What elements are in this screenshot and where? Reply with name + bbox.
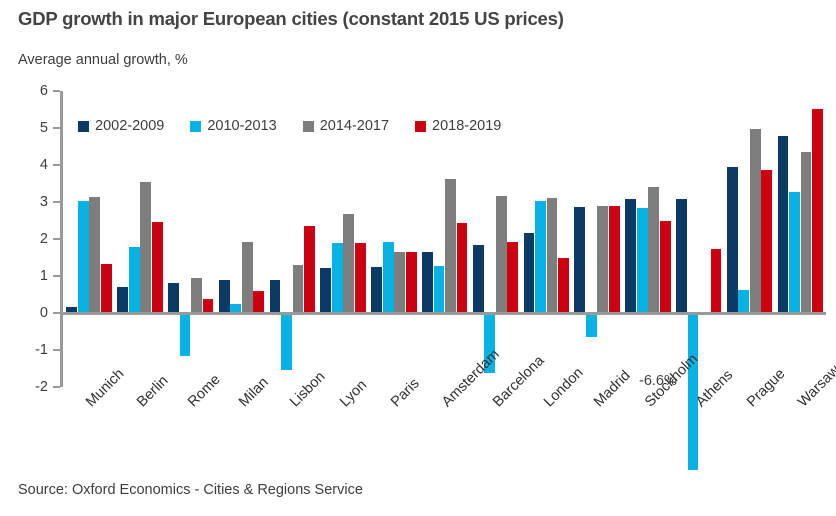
bar-munich-2010-2013: [77, 200, 89, 313]
legend-label: 2018-2019: [432, 118, 502, 134]
y-axis-tick: [53, 164, 60, 166]
bar-athens-2018-2019: [710, 249, 722, 313]
bars-layer: [66, 108, 823, 470]
data-annotation-athens: -6.6%: [639, 373, 677, 390]
bar-barcelona-2014-2017: [495, 196, 507, 313]
legend-swatch-icon: [415, 120, 427, 132]
bar-rome-2010-2013: [179, 313, 191, 357]
bar-barcelona-2018-2019: [507, 241, 519, 313]
bar-prague-2010-2013: [738, 290, 750, 313]
chart-subtitle: Average annual growth, %: [18, 52, 188, 68]
bar-madrid-2014-2017: [597, 206, 609, 313]
bar-amsterdam-2002-2009: [422, 251, 433, 313]
bar-rome-2018-2019: [202, 298, 214, 313]
y-axis-tick: [53, 386, 60, 388]
bar-lyon-2010-2013: [331, 242, 343, 313]
legend-swatch-icon: [190, 120, 202, 132]
y-axis-tick: [53, 275, 60, 277]
bar-lisbon-2018-2019: [304, 226, 315, 313]
bar-lisbon-2002-2009: [269, 279, 281, 313]
bar-berlin-2018-2019: [151, 222, 163, 313]
bar-prague-2014-2017: [749, 129, 761, 313]
bar-stockholm-2002-2009: [625, 199, 637, 313]
plot-area: -2 -1 0 1 2 3 4 5 6 Munich Berlin Rome Milan Lisbon Ly…: [35, 83, 836, 470]
y-axis-line: [60, 91, 63, 387]
y-axis-tick: [53, 238, 60, 240]
bar-amsterdam-2018-2019: [456, 223, 468, 313]
bar-berlin-2010-2013: [128, 247, 140, 313]
bar-athens-2002-2009: [676, 199, 687, 313]
legend-item[interactable]: 2018-2019: [415, 118, 501, 134]
bar-london-2018-2019: [558, 257, 569, 313]
y-axis-tick-label: -2: [35, 379, 48, 395]
bar-milan-2014-2017: [241, 241, 253, 313]
bar-lyon-2002-2009: [320, 267, 332, 313]
y-axis-tick-label: 6: [39, 83, 48, 99]
bar-rome-2002-2009: [168, 282, 179, 313]
bar-stockholm-2018-2019: [659, 221, 671, 313]
bar-warsaw-2002-2009: [777, 136, 789, 313]
legend-item[interactable]: 2014-2017: [302, 118, 390, 134]
bar-warsaw-2010-2013: [789, 191, 800, 313]
legend-item[interactable]: 2010-2013: [190, 118, 277, 134]
bar-london-2014-2017: [546, 198, 558, 313]
bar-stockholm-2014-2017: [648, 187, 660, 313]
bar-prague-2002-2009: [726, 166, 738, 313]
x-axis-zero-line: [60, 312, 826, 315]
bar-london-2002-2009: [523, 232, 535, 313]
y-axis-tick-label: -1: [35, 342, 48, 358]
bar-paris-2010-2013: [382, 241, 394, 313]
bar-paris-2018-2019: [405, 251, 417, 313]
bar-lisbon-2014-2017: [292, 264, 304, 313]
y-axis-tick-label: 1: [39, 268, 48, 284]
bar-madrid-2002-2009: [574, 206, 586, 313]
bar-lyon-2014-2017: [343, 214, 355, 313]
legend-label: 2010-2013: [207, 118, 277, 134]
bar-lyon-2018-2019: [354, 242, 366, 313]
y-axis-tick: [53, 127, 60, 129]
chart-legend: 2002-2009 2010-2013 2014-2017 2018-2019: [78, 118, 501, 134]
bar-madrid-2010-2013: [585, 313, 597, 338]
y-axis-tick: [53, 349, 60, 351]
source-note: Source: Oxford Economics - Cities & Regi…: [18, 482, 363, 498]
y-axis-tick-label: 4: [39, 157, 48, 173]
y-axis-tick: [53, 90, 60, 92]
bar-amsterdam-2010-2013: [433, 266, 445, 313]
bar-athens-2010-2013: [687, 313, 699, 470]
bar-munich-2018-2019: [100, 263, 112, 313]
legend-swatch-icon: [78, 120, 89, 132]
page-title: GDP growth in major European cities (con…: [18, 8, 564, 29]
bar-amsterdam-2014-2017: [445, 178, 456, 313]
bar-munich-2002-2009: [66, 307, 78, 313]
y-axis-tick-label: 2: [39, 231, 48, 247]
bar-stockholm-2010-2013: [636, 207, 648, 313]
bar-prague-2018-2019: [761, 169, 773, 313]
y-axis-tick: [53, 312, 60, 314]
bar-london-2010-2013: [535, 201, 546, 313]
bar-berlin-2002-2009: [117, 287, 129, 313]
bar-warsaw-2018-2019: [812, 108, 823, 313]
bar-barcelona-2002-2009: [472, 244, 484, 313]
bar-warsaw-2014-2017: [800, 152, 812, 313]
bar-berlin-2014-2017: [140, 181, 152, 313]
bar-milan-2010-2013: [230, 303, 242, 313]
y-axis-tick: [53, 201, 60, 203]
legend-label: 2002-2009: [95, 118, 165, 134]
bar-munich-2014-2017: [89, 197, 101, 313]
bar-lisbon-2010-2013: [281, 313, 292, 371]
y-axis-tick-label: 0: [39, 305, 48, 321]
bar-barcelona-2010-2013: [484, 313, 496, 374]
legend-swatch-icon: [302, 120, 314, 132]
bar-milan-2002-2009: [218, 279, 230, 313]
bar-paris-2014-2017: [394, 251, 406, 313]
bar-madrid-2018-2019: [608, 205, 620, 313]
bar-milan-2018-2019: [253, 290, 265, 313]
bar-paris-2002-2009: [371, 267, 383, 313]
legend-label: 2014-2017: [319, 118, 390, 134]
bar-rome-2014-2017: [191, 277, 202, 313]
y-axis-tick-label: 3: [39, 194, 48, 210]
y-axis-tick-label: 5: [39, 120, 48, 136]
legend-item[interactable]: 2002-2009: [78, 118, 164, 134]
